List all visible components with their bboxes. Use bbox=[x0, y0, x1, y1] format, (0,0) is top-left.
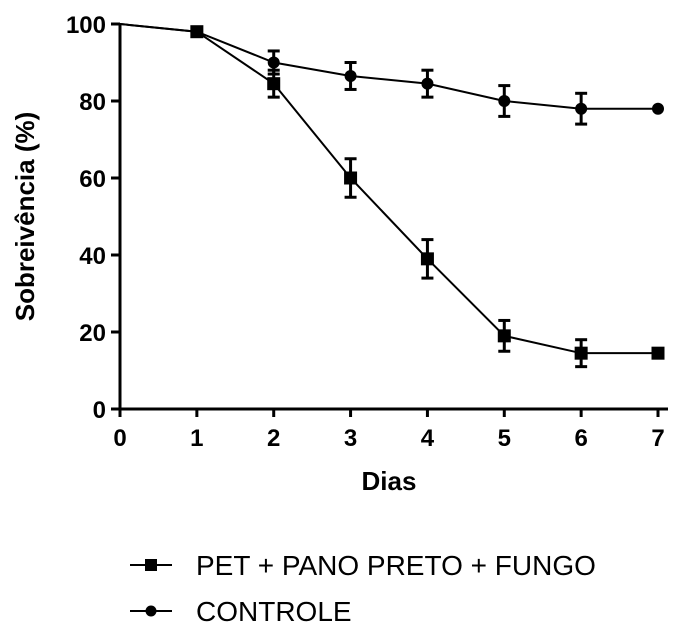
data-point bbox=[420, 252, 434, 266]
data-point bbox=[344, 171, 358, 185]
y-tick-label: 20 bbox=[79, 320, 106, 347]
series-1 bbox=[119, 23, 665, 369]
axes bbox=[118, 24, 668, 411]
y-tick-label: 80 bbox=[79, 89, 106, 116]
x-ticks: 0 1 2 3 4 5 6 7 bbox=[113, 409, 665, 452]
series-line bbox=[119, 23, 658, 110]
data-point bbox=[575, 102, 588, 115]
data-point bbox=[651, 346, 665, 360]
x-tick-label: 2 bbox=[267, 425, 280, 452]
legend: PET + PANO PRETO + FUNGO CONTROLE bbox=[130, 550, 596, 626]
x-tick-label: 1 bbox=[190, 425, 203, 452]
y-ticks: 0 20 40 60 80 100 bbox=[66, 12, 120, 424]
legend-item: CONTROLE bbox=[130, 596, 352, 626]
legend-marker bbox=[145, 559, 157, 571]
data-point bbox=[267, 56, 280, 69]
data-point bbox=[497, 329, 511, 343]
data-point bbox=[498, 95, 511, 107]
legend-label: PET + PANO PRETO + FUNGO bbox=[196, 550, 596, 581]
data-point bbox=[344, 69, 357, 82]
y-tick-label: 100 bbox=[66, 12, 106, 39]
legend-marker bbox=[145, 605, 157, 617]
data-point bbox=[267, 77, 281, 91]
data-point bbox=[574, 346, 588, 360]
x-tick-label: 0 bbox=[113, 425, 126, 452]
y-tick-label: 0 bbox=[93, 397, 106, 424]
data-point bbox=[190, 25, 203, 38]
series-layer bbox=[119, 23, 665, 369]
y-axis-title: Sobreivência (%) bbox=[10, 112, 40, 322]
x-tick-label: 5 bbox=[498, 425, 511, 452]
y-tick-label: 60 bbox=[79, 166, 106, 193]
x-tick-label: 7 bbox=[651, 425, 664, 452]
x-axis-title: Dias bbox=[362, 466, 417, 496]
series-2 bbox=[119, 23, 664, 126]
data-point bbox=[652, 102, 664, 115]
x-tick-label: 6 bbox=[574, 425, 587, 452]
data-point bbox=[421, 77, 434, 90]
y-tick-label: 40 bbox=[79, 243, 106, 270]
x-tick-label: 4 bbox=[421, 425, 435, 452]
legend-item: PET + PANO PRETO + FUNGO bbox=[130, 550, 596, 581]
legend-label: CONTROLE bbox=[196, 596, 352, 626]
x-tick-label: 3 bbox=[344, 425, 357, 452]
series-line bbox=[119, 23, 658, 355]
